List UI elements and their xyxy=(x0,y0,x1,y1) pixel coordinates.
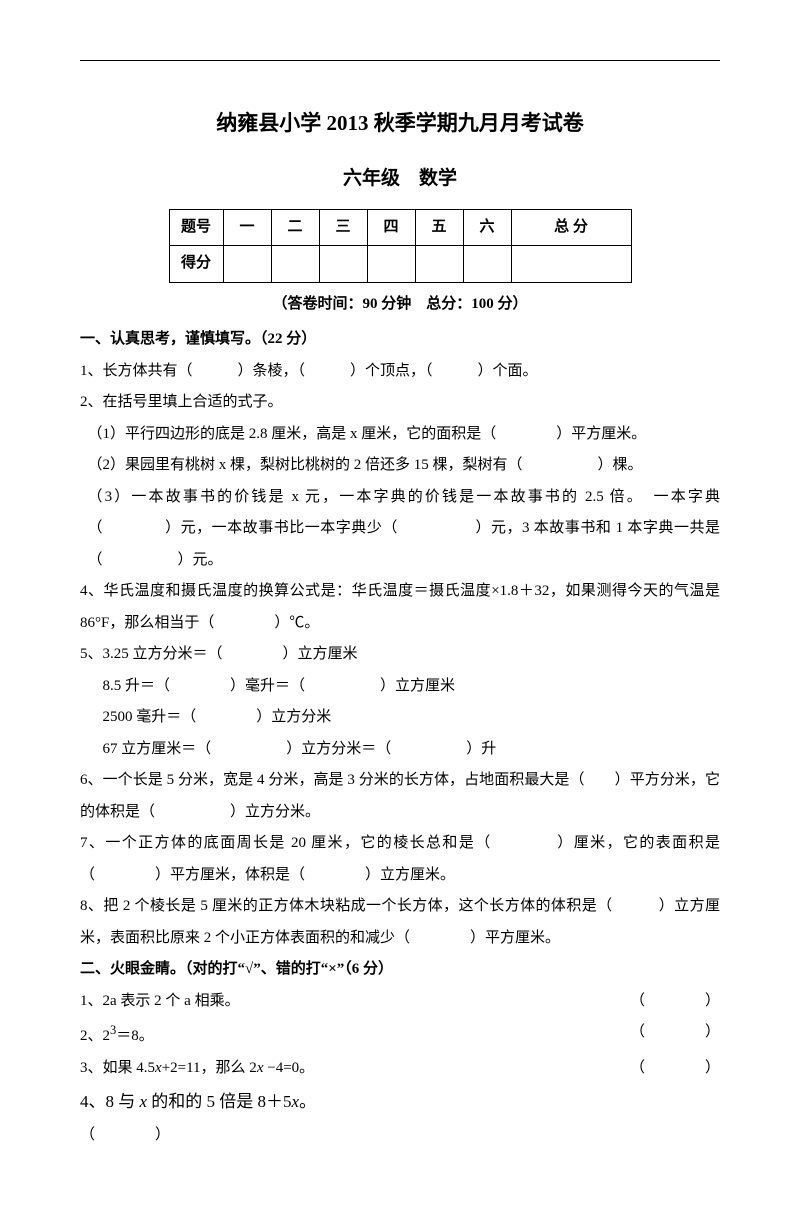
cell: 四 xyxy=(367,209,415,246)
section-1-heading: 一、认真思考，谨慎填写。（22 分） xyxy=(80,324,720,356)
question-1-5a: 5、3.25 立方分米＝（ ）立方厘米 xyxy=(80,639,720,671)
cell-blank xyxy=(223,246,271,283)
question-1-4: 4、华氏温度和摄氏温度的换算公式是：华氏温度＝摄氏温度×1.8＋32，如果测得今… xyxy=(80,576,720,639)
title-main: 纳雍县小学 2013 秋季学期九月月考试卷 xyxy=(80,101,720,145)
question-text: 1、2a 表示 2 个 a 相乘。 xyxy=(80,993,240,1009)
question-text: 2、23＝8。 xyxy=(80,1028,154,1044)
t: 的和的 5 倍是 8＋5 xyxy=(147,1092,292,1111)
t: 4、8 与 xyxy=(80,1092,140,1111)
question-1-2a: （1）平行四边形的底是 2.8 厘米，高是 x 厘米，它的面积是（ ）平方厘米。 xyxy=(80,419,720,451)
cell: 三 xyxy=(319,209,367,246)
cell-blank xyxy=(415,246,463,283)
title-sub: 六年级 数学 xyxy=(80,159,720,199)
question-2-2: 2、23＝8。 （ ） xyxy=(80,1017,720,1053)
cell: 二 xyxy=(271,209,319,246)
t: 3、如果 4.5 xyxy=(80,1060,155,1076)
question-2-1: 1、2a 表示 2 个 a 相乘。 （ ） xyxy=(80,986,720,1018)
cell-label: 题号 xyxy=(169,209,223,246)
top-rule xyxy=(80,60,720,61)
cell-blank xyxy=(271,246,319,283)
question-1-8: 8、把 2 个棱长是 5 厘米的正方体木块粘成一个长方体，这个长方体的体积是（ … xyxy=(80,891,720,954)
section-2-heading: 二、火眼金睛。（对的打“√”、错的打“×”（6 分） xyxy=(80,954,720,986)
table-row: 得分 xyxy=(169,246,631,283)
t: 2、2 xyxy=(80,1028,110,1044)
cell-total: 总 分 xyxy=(511,209,631,246)
t: +2=11，那么 2 xyxy=(162,1060,257,1076)
cell-blank xyxy=(367,246,415,283)
t: 。 xyxy=(299,1092,316,1111)
question-1-6: 6、一个长是 5 分米，宽是 4 分米，高是 3 分米的长方体，占地面积最大是（… xyxy=(80,765,720,828)
question-1-2: 2、在括号里填上合适的式子。 xyxy=(80,387,720,419)
question-1-5b: 8.5 升＝（ ）毫升＝（ ）立方厘米 xyxy=(80,671,720,703)
question-text: 3、如果 4.5x+2=11，那么 2x −4=0。 xyxy=(80,1060,314,1076)
question-2-4: 4、8 与 x 的和的 5 倍是 8＋5x。 xyxy=(80,1084,720,1120)
answer-slot: （ ） xyxy=(630,986,720,1018)
cell-blank xyxy=(511,246,631,283)
var: x xyxy=(292,1092,300,1111)
t: −4=0。 xyxy=(263,1060,314,1076)
cell: 一 xyxy=(223,209,271,246)
exam-timing: （答卷时间：90 分钟 总分：100 分） xyxy=(80,289,720,321)
score-table: 题号 一 二 三 四 五 六 总 分 得分 xyxy=(169,209,632,283)
question-1-5d: 67 立方厘米＝（ ）立方分米＝（ ）升 xyxy=(80,734,720,766)
question-1-2b: （2）果园里有桃树 x 棵，梨树比桃树的 2 倍还多 15 棵，梨树有（ ）棵。 xyxy=(80,450,720,482)
cell: 五 xyxy=(415,209,463,246)
answer-slot: （ ） xyxy=(80,1127,170,1143)
question-1-7: 7、一个正方体的底面周长是 20 厘米，它的棱长总和是（ ）厘米，它的表面积是（… xyxy=(80,828,720,891)
cell-blank xyxy=(463,246,511,283)
table-row: 题号 一 二 三 四 五 六 总 分 xyxy=(169,209,631,246)
answer-slot: （ ） xyxy=(630,1053,720,1085)
question-1-5c: 2500 毫升＝（ ）立方分米 xyxy=(80,702,720,734)
question-2-3: 3、如果 4.5x+2=11，那么 2x −4=0。 （ ） xyxy=(80,1053,720,1085)
cell-blank xyxy=(319,246,367,283)
question-2-4-slot: （ ） xyxy=(80,1120,720,1152)
cell-label: 得分 xyxy=(169,246,223,283)
var: x xyxy=(155,1060,162,1076)
answer-slot: （ ） xyxy=(630,1017,720,1049)
cell: 六 xyxy=(463,209,511,246)
question-1-2c: （3）一本故事书的价钱是 x 元，一本字典的价钱是一本故事书的 2.5 倍。 一… xyxy=(80,482,720,577)
t: ＝8。 xyxy=(116,1028,154,1044)
question-1-1: 1、长方体共有（ ）条棱，（ ）个顶点，（ ）个面。 xyxy=(80,356,720,388)
var: x xyxy=(140,1092,148,1111)
